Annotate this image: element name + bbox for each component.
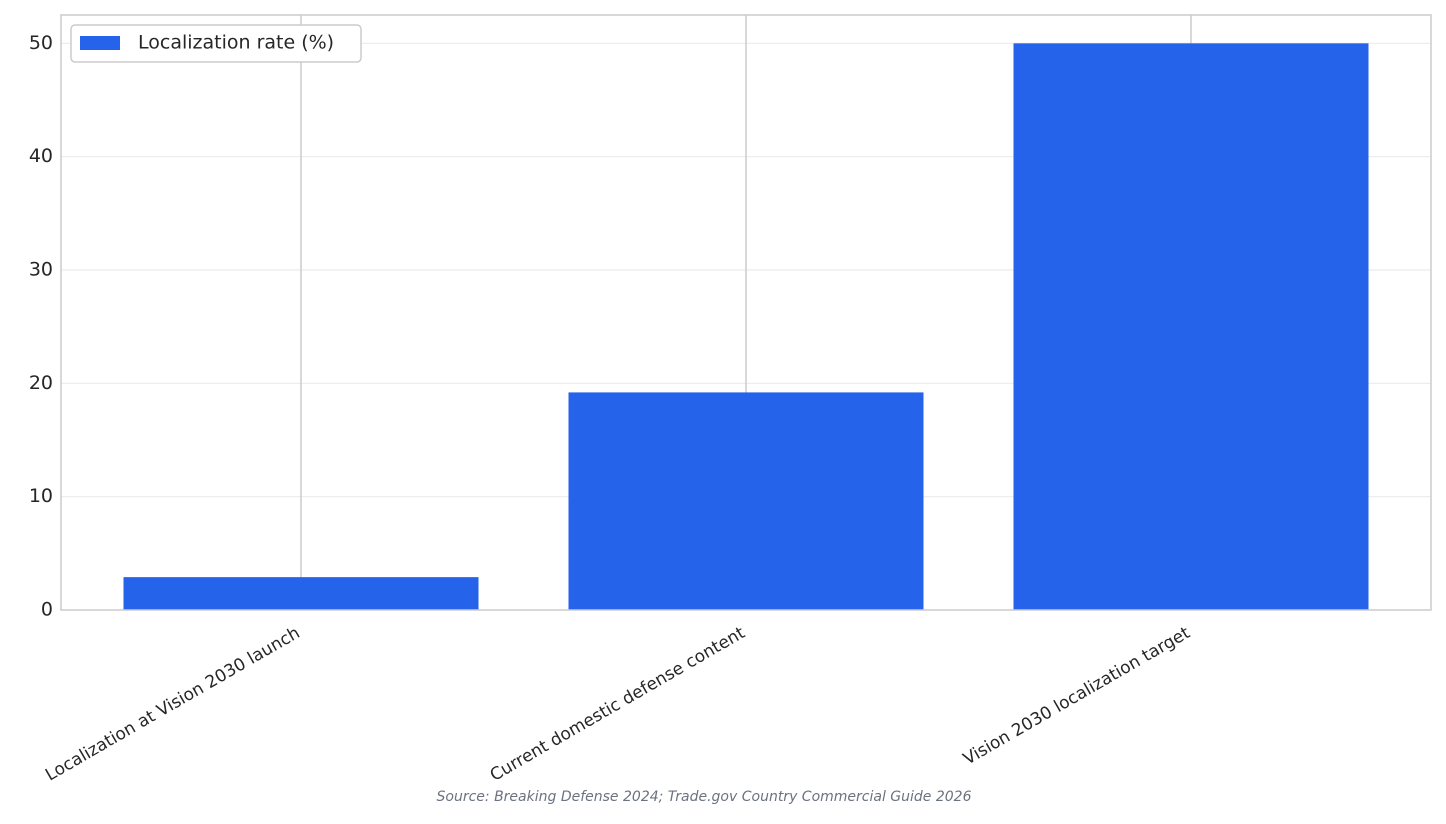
y-tick-label: 0 [41, 599, 53, 621]
plot-frame [60, 14, 1432, 611]
bar [123, 577, 479, 610]
y-tick-label: 20 [29, 372, 53, 394]
legend: Localization rate (%) [70, 24, 362, 63]
legend-swatch [80, 36, 120, 50]
y-tick-label: 50 [29, 32, 53, 54]
y-tick-label: 10 [29, 485, 53, 507]
source-note: Source: Breaking Defense 2024; Trade.gov… [437, 789, 972, 805]
legend-box [70, 24, 362, 63]
legend-label: Localization rate (%) [138, 32, 334, 54]
y-tick-label: 40 [29, 145, 53, 167]
bars [123, 43, 1369, 611]
bar [1013, 43, 1369, 611]
y-tick-label: 30 [29, 259, 53, 281]
bar [568, 392, 924, 610]
